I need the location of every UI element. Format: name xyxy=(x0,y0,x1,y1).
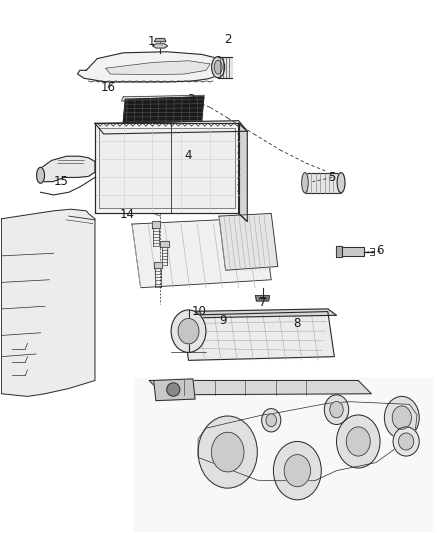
Ellipse shape xyxy=(37,167,45,183)
Text: 6: 6 xyxy=(376,244,384,257)
Polygon shape xyxy=(123,97,204,123)
Polygon shape xyxy=(121,95,204,101)
Polygon shape xyxy=(219,214,278,270)
Circle shape xyxy=(330,401,343,418)
Circle shape xyxy=(336,415,380,468)
Circle shape xyxy=(212,432,244,472)
Polygon shape xyxy=(95,123,239,214)
Polygon shape xyxy=(95,120,247,134)
Ellipse shape xyxy=(337,173,345,193)
Text: 7: 7 xyxy=(259,296,266,309)
Text: 8: 8 xyxy=(293,317,301,330)
Ellipse shape xyxy=(214,60,222,74)
Polygon shape xyxy=(155,38,166,42)
Text: 5: 5 xyxy=(328,171,336,184)
Text: 14: 14 xyxy=(120,208,135,221)
Polygon shape xyxy=(106,61,210,75)
Circle shape xyxy=(273,441,321,500)
Circle shape xyxy=(385,397,419,439)
Ellipse shape xyxy=(212,56,225,78)
Polygon shape xyxy=(78,52,228,82)
Circle shape xyxy=(324,395,349,424)
Polygon shape xyxy=(342,247,364,256)
Polygon shape xyxy=(154,262,162,268)
Circle shape xyxy=(171,310,206,352)
Polygon shape xyxy=(1,209,95,397)
Polygon shape xyxy=(134,378,432,531)
Polygon shape xyxy=(152,221,160,228)
Text: 10: 10 xyxy=(192,305,207,318)
Polygon shape xyxy=(160,240,169,247)
Text: 16: 16 xyxy=(100,81,116,94)
Polygon shape xyxy=(99,127,235,208)
Polygon shape xyxy=(218,56,232,78)
Polygon shape xyxy=(132,217,271,288)
Text: 2: 2 xyxy=(224,33,231,46)
Circle shape xyxy=(198,416,257,488)
Polygon shape xyxy=(336,246,342,257)
Polygon shape xyxy=(182,309,336,318)
Polygon shape xyxy=(149,381,371,395)
Circle shape xyxy=(261,409,281,432)
Polygon shape xyxy=(154,379,195,401)
Ellipse shape xyxy=(399,433,414,450)
Text: 1: 1 xyxy=(148,35,155,47)
Ellipse shape xyxy=(302,173,308,193)
Circle shape xyxy=(284,455,311,487)
Polygon shape xyxy=(41,156,95,182)
Polygon shape xyxy=(239,123,247,221)
Circle shape xyxy=(266,414,276,427)
Text: 3: 3 xyxy=(187,93,194,106)
Text: 15: 15 xyxy=(54,175,69,188)
Circle shape xyxy=(178,318,199,344)
Ellipse shape xyxy=(393,427,419,456)
Ellipse shape xyxy=(167,383,180,396)
Text: 4: 4 xyxy=(185,149,192,161)
Polygon shape xyxy=(153,44,168,48)
Circle shape xyxy=(392,406,411,429)
Polygon shape xyxy=(182,312,334,360)
Polygon shape xyxy=(255,296,269,301)
Polygon shape xyxy=(305,173,341,193)
Text: 9: 9 xyxy=(219,314,227,327)
Circle shape xyxy=(346,427,370,456)
